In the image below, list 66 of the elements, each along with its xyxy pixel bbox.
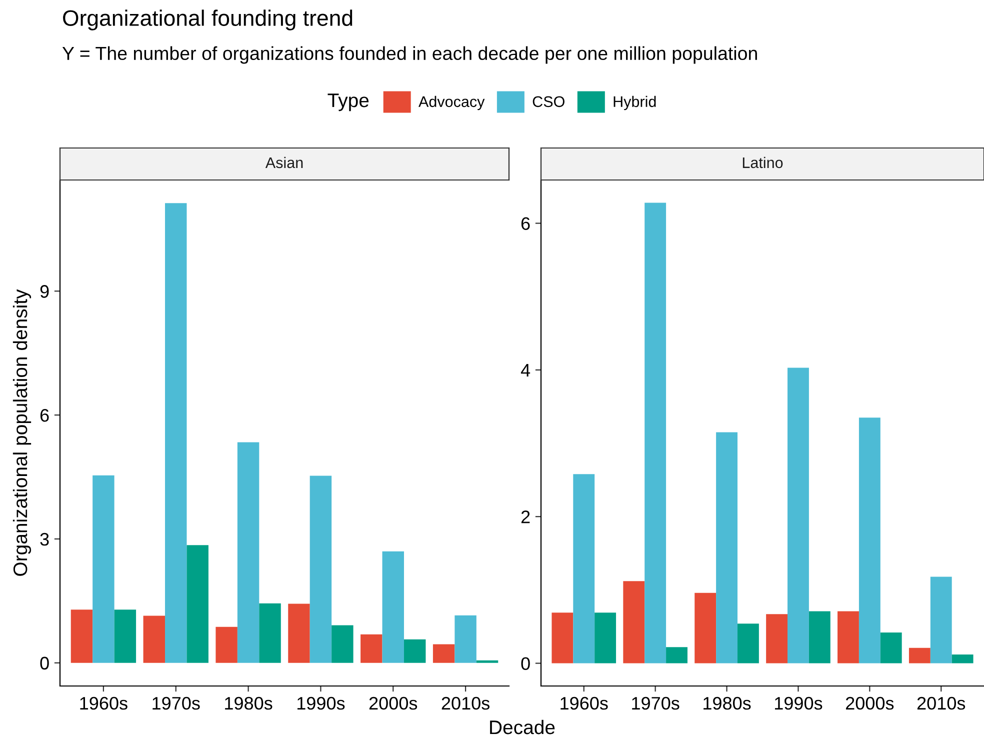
y-tick-label: 2 [521,510,530,524]
bar [404,639,426,663]
legend-label: Hybrid [614,96,656,110]
legend-label: CSO [532,96,564,108]
bar [165,203,187,663]
bar [737,624,759,664]
x-tick-label: 1990s [297,696,345,710]
x-tick-label: 1960s [80,696,128,710]
bar [70,610,93,663]
legend-label: Advocacy [418,96,485,110]
x-tick-label: 2000s [846,696,894,710]
x-tick-label: 2000s [369,696,418,710]
x-tick-label: 1990s [775,696,822,710]
bar [594,612,616,664]
x-tick-label: 1970s [632,696,680,710]
text: Y = The number of organizations founded in each decade per one million population [62,46,757,64]
bar [788,368,809,664]
y-tick-label: 0 [521,657,530,670]
chart-title: Asian [265,156,303,168]
bar [623,581,645,664]
x-tick-label: 1980s [225,696,272,710]
bar [858,418,880,664]
legend-title: Type [328,94,369,112]
bar [552,612,574,664]
bar [92,475,114,663]
bar [382,551,404,663]
y-tick-label: 3 [40,532,49,546]
bar [766,614,788,664]
bar [476,660,498,663]
y-tick-label: 6 [40,408,49,422]
bar [880,632,902,664]
text: Organizational founding trend [63,10,352,30]
bar [644,202,666,664]
bar [694,592,716,664]
bar [259,603,281,663]
bar [360,634,382,663]
bar [808,611,830,664]
x-tick-label: 1980s [704,696,751,710]
y-tick-label: 4 [520,364,530,376]
bar [838,611,859,664]
bar [186,545,208,663]
bar [432,644,455,663]
x-tick-label: 2010s [917,696,966,710]
bar [216,626,238,663]
bar [908,648,930,664]
bar [332,625,354,663]
y-tick-label: 9 [40,285,49,298]
bar [952,654,974,664]
bar [930,576,952,664]
bar [716,432,738,664]
x-axis-title: Decade [490,720,555,734]
x-tick-label: 2010s [442,696,490,710]
bar [114,610,136,663]
bar [310,476,332,663]
x-tick-label: 1960s [560,696,608,710]
bar [573,474,595,664]
bar [237,442,260,663]
x-tick-label: 1970s [152,696,200,710]
y-tick-label: 6 [521,217,530,230]
bar [288,604,310,663]
chart-title: Latino [742,156,783,168]
bar [666,647,688,664]
bar [454,615,476,663]
y-tick-label: 0 [40,656,49,670]
y-axis-title: Organizational population density [12,289,32,576]
bar [143,616,166,663]
